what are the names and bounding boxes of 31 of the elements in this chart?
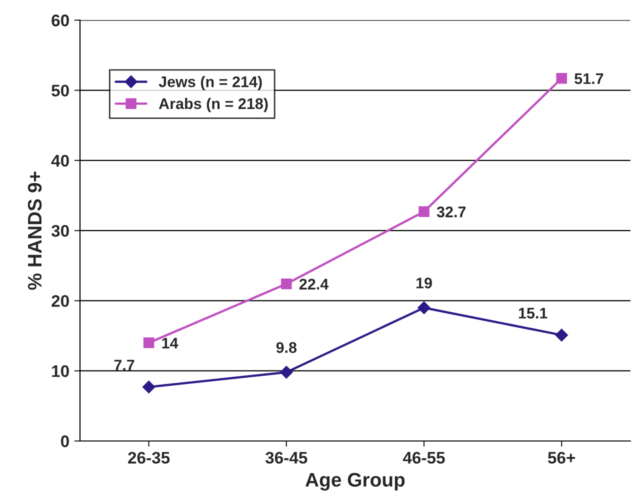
y-tick-label: 60 — [52, 14, 69, 26]
x-tick-label: 46-55 — [402, 452, 445, 464]
x-tick-label: 36-45 — [265, 452, 308, 464]
x-axis-title: Age Group — [305, 472, 405, 491]
point — [418, 301, 430, 314]
point — [280, 366, 293, 379]
legend-label: Jews (n = 214) — [158, 76, 262, 90]
x-tick-label: 26-35 — [128, 452, 170, 464]
y-tick-label: 50 — [52, 84, 69, 97]
y-tick-label: 10 — [52, 365, 69, 378]
point — [142, 380, 156, 394]
y-tick-label: 20 — [52, 295, 69, 307]
x-tick-label: 56+ — [548, 452, 576, 464]
point — [143, 337, 154, 348]
point — [418, 206, 430, 218]
point — [556, 72, 567, 84]
point — [555, 328, 568, 342]
data-label: 7.7 — [114, 360, 134, 370]
y-tick-label: 0 — [60, 435, 69, 448]
data-label: 9.8 — [276, 342, 297, 353]
y-tick-label: 40 — [51, 154, 69, 167]
legend-label: Arabs (n = 218) — [158, 98, 268, 112]
data-label: 14 — [162, 338, 178, 348]
y-axis-title: % HANDS 9+ — [28, 172, 42, 290]
data-label: 15.1 — [518, 308, 548, 319]
data-label: 22.4 — [299, 278, 329, 290]
y-tick-label: 30 — [51, 224, 69, 237]
data-label: 51.7 — [574, 73, 604, 84]
data-label: 19 — [416, 278, 432, 288]
data-label: 32.7 — [436, 206, 466, 218]
point — [281, 278, 292, 290]
